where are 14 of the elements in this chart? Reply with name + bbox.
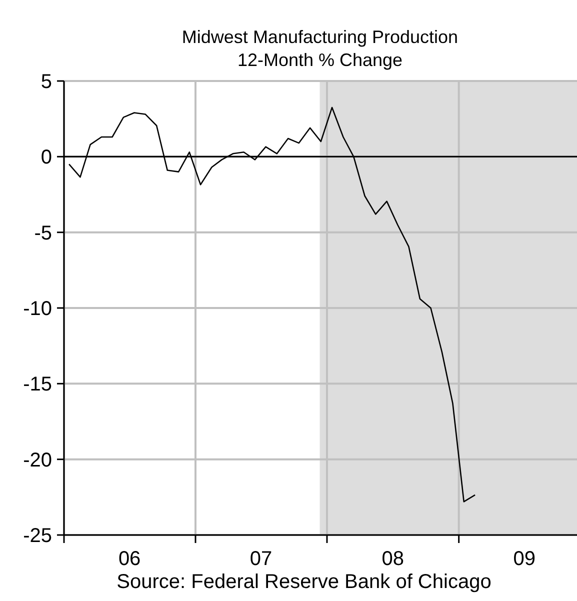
y-tick-label: 0 (40, 146, 52, 169)
y-tick-label: 5 (40, 71, 52, 93)
chart-subtitle: 12-Month % Change (237, 50, 403, 70)
source-note: Source: Federal Reserve Bank of Chicago (116, 571, 492, 593)
chart-title: Midwest Manufacturing Production (182, 27, 458, 47)
y-tick-label: -15 (23, 374, 52, 396)
y-tick-label: -5 (34, 222, 52, 244)
y-tick-label: -20 (23, 449, 52, 472)
x-tick-label: 09 (513, 548, 536, 570)
x-tick-label: 07 (250, 548, 272, 570)
y-tick-label: -25 (23, 525, 52, 547)
x-tick-label: 06 (118, 548, 141, 570)
x-tick-label: 08 (382, 548, 404, 570)
y-tick-label: -10 (23, 298, 52, 320)
